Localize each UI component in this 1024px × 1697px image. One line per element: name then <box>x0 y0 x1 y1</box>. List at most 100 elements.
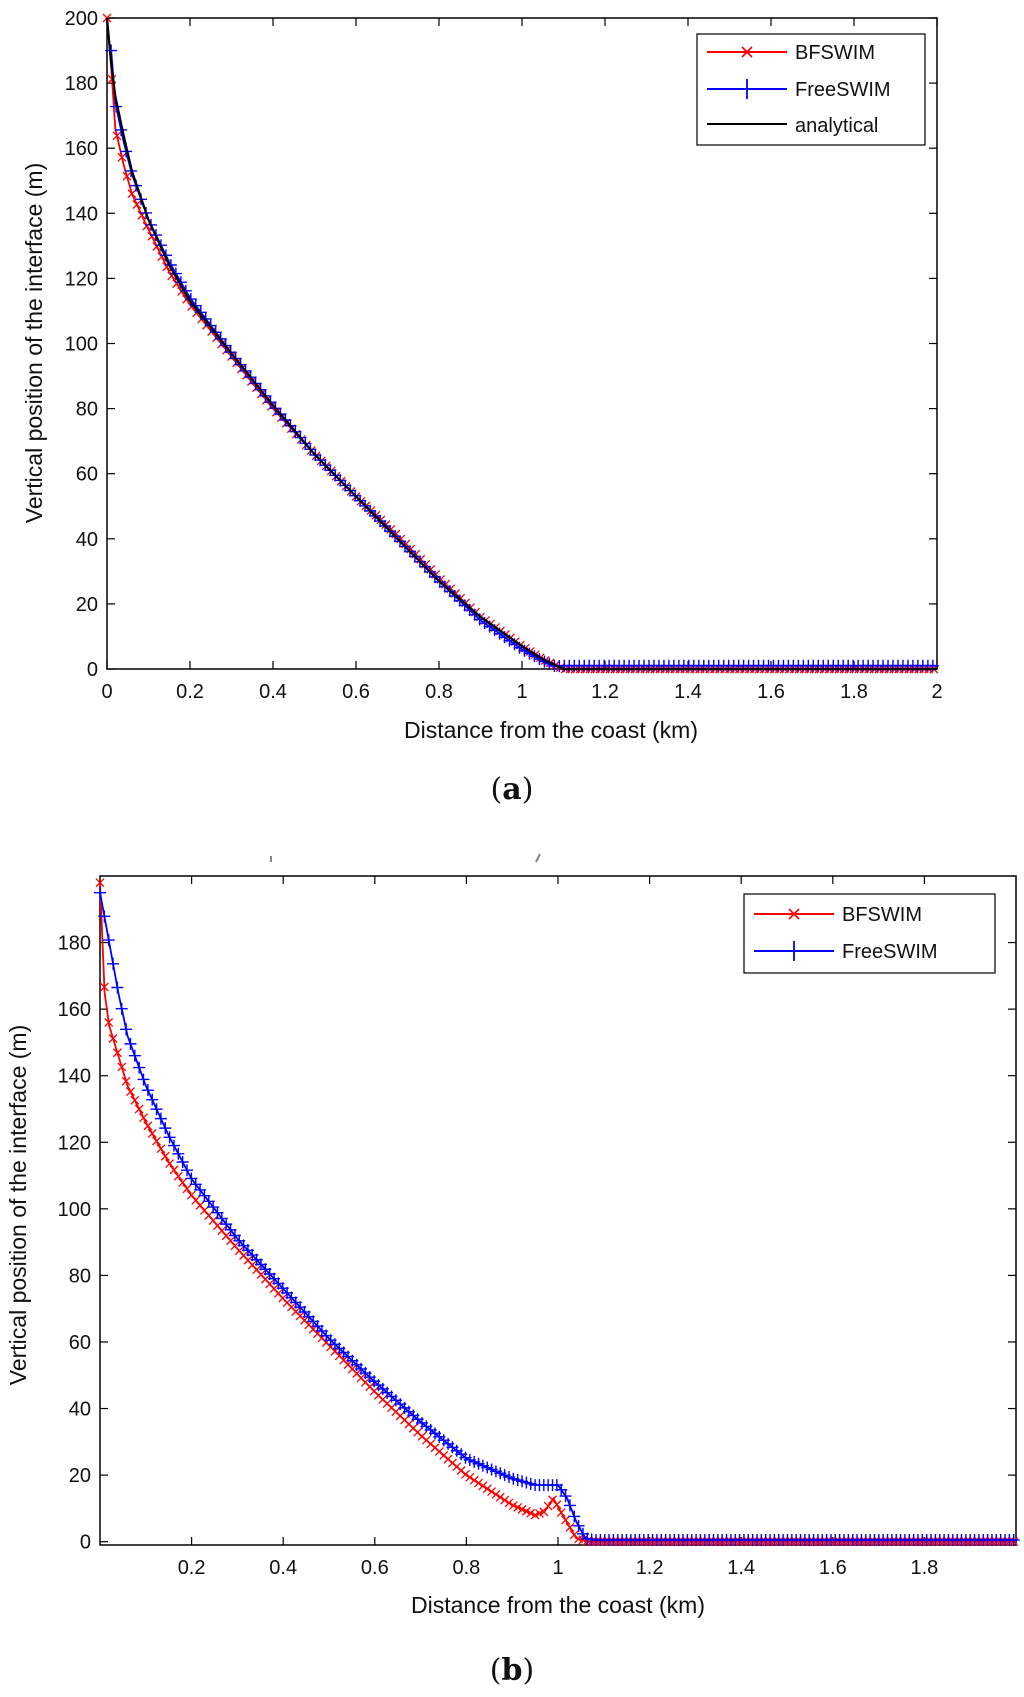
y-tick-label-b-3: 60 <box>69 1332 91 1354</box>
marker-freeswim-b-3 <box>107 957 120 970</box>
x-tick-label-a-3: 0.6 <box>342 681 370 703</box>
legend-label-freeswim-b: FreeSWIM <box>842 941 938 963</box>
legend-marker-freeswim-a <box>740 79 754 99</box>
marker-bfswim-a-29 <box>246 377 256 386</box>
legend-marker-bfswim-b <box>788 908 800 920</box>
marker-bfswim-b-15 <box>160 1151 170 1161</box>
y-axis-ticks-a: 0 20 40 60 80 100 120 140 160 180 200 <box>65 8 937 681</box>
marker-bfswim-a-3 <box>117 152 127 162</box>
marker-bfswim-a-2 <box>112 131 122 141</box>
marker-bfswim-b-91 <box>491 1489 501 1499</box>
marker-bfswim-b-108 <box>565 1523 575 1532</box>
y-tick-label-b-8: 160 <box>58 999 91 1021</box>
marker-freeswim-b-10 <box>137 1073 150 1086</box>
marker-bfswim-b-14 <box>156 1144 166 1154</box>
x-axis-title-b: Distance from the coast (km) <box>411 1592 705 1618</box>
marker-bfswim-a-25 <box>227 352 236 361</box>
marker-freeswim-b-11 <box>141 1084 154 1097</box>
x-tick-label-b-8: 1.8 <box>910 1557 938 1579</box>
legend-label-analytical-a: analytical <box>795 115 878 137</box>
y-tick-label-b-7: 140 <box>58 1066 91 1088</box>
marker-bfswim-b-16 <box>165 1159 175 1169</box>
marker-bfswim-b-89 <box>482 1484 492 1494</box>
series-freeswim-b <box>94 886 1020 1547</box>
marker-bfswim-b-102 <box>539 1507 549 1517</box>
marker-bfswim-b-17 <box>169 1165 179 1175</box>
marker-bfswim-a-28 <box>241 370 251 380</box>
marker-freeswim-b-6 <box>120 1023 133 1036</box>
panel-label-a-close: ) <box>522 772 534 807</box>
marker-bfswim-b-2 <box>104 1017 114 1027</box>
x-tick-label-a-10: 2 <box>931 681 942 703</box>
marker-bfswim-b-6 <box>121 1076 131 1086</box>
marker-bfswim-b-85 <box>465 1472 475 1482</box>
marker-freeswim-b-16 <box>163 1131 176 1144</box>
legend-label-bfswim-b: BFSWIM <box>842 904 922 926</box>
marker-freeswim-b-107 <box>559 1490 572 1503</box>
marker-bfswim-b-3 <box>108 1034 118 1043</box>
y-tick-label-a-8: 160 <box>65 138 98 160</box>
marker-freeswim-b-4 <box>111 981 124 994</box>
series-layer-b <box>94 878 1020 1547</box>
y-tick-label-b-6: 120 <box>58 1132 91 1154</box>
marker-bfswim-b-4 <box>112 1048 122 1058</box>
panel-label-b-open: ( <box>490 1653 502 1688</box>
y-tick-label-b-1: 20 <box>69 1465 91 1487</box>
marker-bfswim-b-0 <box>95 878 105 888</box>
marker-freeswim-b-2 <box>102 934 115 947</box>
marker-bfswim-a-4 <box>122 171 132 181</box>
marker-bfswim-b-107 <box>561 1515 571 1525</box>
legend-label-bfswim-a: BFSWIM <box>795 42 875 64</box>
marker-bfswim-b-20 <box>182 1184 192 1194</box>
marker-bfswim-b-18 <box>173 1171 183 1181</box>
marker-bfswim-b-8 <box>130 1095 140 1105</box>
y-tick-label-a-4: 80 <box>76 399 98 421</box>
marker-bfswim-b-94 <box>504 1498 514 1508</box>
y-tick-label-b-4: 80 <box>69 1265 91 1287</box>
x-tick-label-b-1: 0.4 <box>269 1557 297 1579</box>
marker-freeswim-b-12 <box>146 1093 159 1106</box>
panel-label-b-letter: b <box>502 1653 523 1688</box>
x-axis-ticks-b: 0.2 0.4 0.6 0.8 1 1.2 1.4 1.6 1.8 <box>178 876 938 1579</box>
marker-freeswim-b-20 <box>181 1164 194 1177</box>
x-tick-label-b-0: 0.2 <box>178 1557 206 1579</box>
marker-bfswim-b-19 <box>178 1178 188 1187</box>
legend-marker-freeswim-b <box>787 941 801 961</box>
panel-a: 0 20 40 60 80 100 120 140 160 180 200 0 0.2 0.4 0.6 0.… <box>21 8 943 807</box>
marker-bfswim-a-24 <box>222 345 231 355</box>
legend-b: BFSWIM FreeSWIM <box>743 893 996 974</box>
x-tick-label-b-2: 0.6 <box>361 1557 389 1579</box>
marker-bfswim-b-1 <box>99 982 109 992</box>
y-tick-label-a-10: 200 <box>65 8 98 30</box>
marker-bfswim-b-5 <box>117 1062 127 1072</box>
marker-freeswim-b-13 <box>150 1103 163 1116</box>
marker-bfswim-a-22 <box>212 333 222 343</box>
y-axis-ticks-b: 0 20 40 60 80 100 120 140 160 180 <box>58 933 1016 1554</box>
marker-freeswim-b-17 <box>167 1139 180 1152</box>
y-axis-title-a: Vertical position of the interface (m) <box>21 163 47 524</box>
marker-bfswim-b-11 <box>143 1121 153 1131</box>
marker-bfswim-b-88 <box>478 1481 488 1491</box>
marker-bfswim-b-90 <box>487 1487 497 1497</box>
legend-label-freeswim-a: FreeSWIM <box>795 79 891 101</box>
marker-bfswim-b-93 <box>500 1495 510 1505</box>
panel-label-a-open: ( <box>491 772 503 807</box>
x-tick-label-a-0: 0 <box>101 681 112 703</box>
marker-bfswim-b-87 <box>474 1478 483 1488</box>
marker-bfswim-a-6 <box>132 200 142 209</box>
marker-freeswim-b-7 <box>124 1037 137 1050</box>
marker-bfswim-b-13 <box>152 1136 162 1146</box>
legend-box-b <box>743 893 996 974</box>
marker-freeswim-b-15 <box>159 1122 172 1135</box>
marker-bfswim-b-103 <box>543 1501 553 1511</box>
plot-area-b <box>99 875 1017 1546</box>
y-tick-label-a-7: 140 <box>65 203 98 225</box>
panel-label-b-close: ) <box>522 1653 534 1688</box>
y-tick-label-a-1: 20 <box>76 594 98 616</box>
y-tick-label-a-0: 0 <box>87 659 98 681</box>
x-tick-label-a-6: 1.2 <box>591 681 619 703</box>
marker-freeswim-b-110 <box>572 1519 585 1532</box>
marker-freeswim-b-1 <box>98 910 111 923</box>
legend-a: BFSWIM FreeSWIM analytical <box>696 33 926 146</box>
